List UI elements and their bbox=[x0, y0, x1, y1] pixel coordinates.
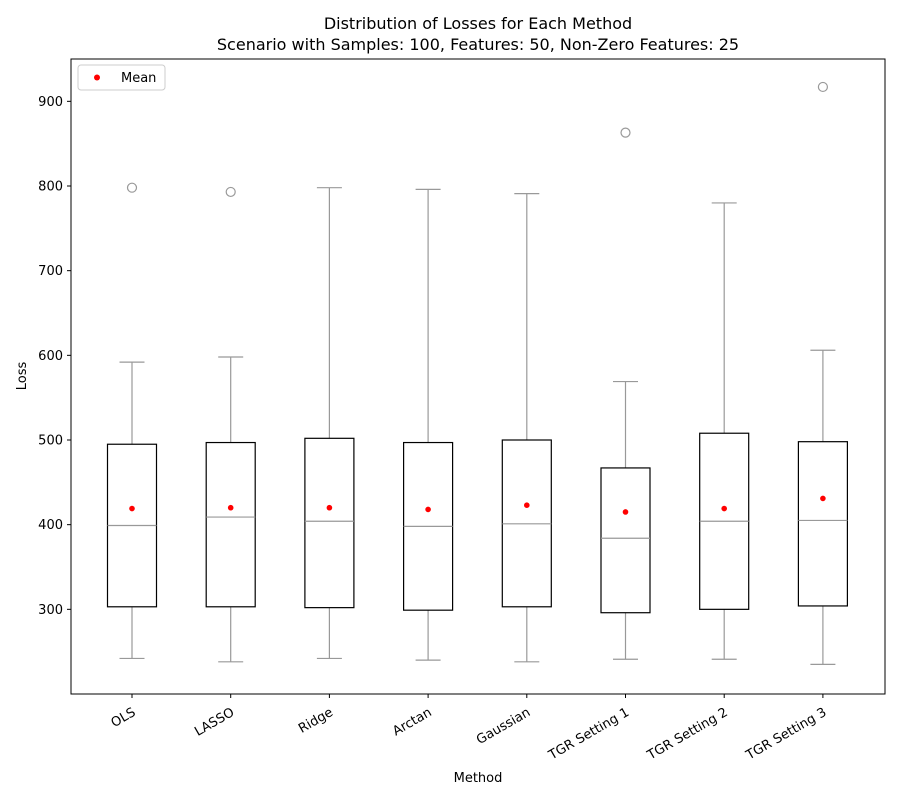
mean-marker bbox=[227, 504, 234, 511]
iqr-box bbox=[304, 437, 355, 609]
box-group bbox=[699, 202, 750, 660]
box-group bbox=[501, 193, 552, 663]
legend-mean-marker bbox=[94, 74, 100, 81]
legend-frame bbox=[77, 64, 166, 91]
outlier-point bbox=[225, 186, 236, 198]
plot-frame bbox=[70, 58, 886, 695]
x-axis-ticks: OLS LASSO Ridge Arctan Gaussian TGR Setting 1… bbox=[109, 694, 829, 764]
box-group bbox=[106, 182, 158, 660]
box-group bbox=[600, 127, 651, 660]
outlier-point bbox=[817, 81, 829, 93]
box-group bbox=[797, 81, 849, 665]
y-tick-label: 600 bbox=[38, 349, 63, 364]
chart-title: Distribution of Losses for Each Method bbox=[324, 14, 632, 33]
y-axis-label: Loss bbox=[15, 362, 30, 391]
box-group bbox=[205, 186, 256, 663]
y-tick-label: 400 bbox=[38, 518, 63, 533]
box-group bbox=[304, 187, 355, 660]
x-tick-label: Ridge bbox=[296, 705, 336, 737]
chart-subtitle: Scenario with Samples: 100, Features: 50… bbox=[217, 35, 739, 54]
x-tick-label: LASSO bbox=[192, 705, 237, 740]
x-tick-label: Gaussian bbox=[474, 705, 533, 748]
x-tick-label: TGR Setting 3 bbox=[743, 705, 829, 764]
mean-marker bbox=[622, 509, 629, 515]
iqr-box bbox=[205, 441, 256, 608]
mean-marker bbox=[425, 506, 431, 513]
x-axis-label: Method bbox=[454, 771, 503, 786]
outlier-point bbox=[620, 127, 631, 138]
iqr-box bbox=[797, 441, 849, 607]
mean-marker bbox=[721, 505, 727, 512]
y-tick-label: 700 bbox=[38, 264, 63, 279]
box-series bbox=[106, 81, 849, 665]
y-tick-label: 300 bbox=[38, 603, 63, 618]
y-tick-label: 900 bbox=[38, 95, 63, 110]
x-tick-label: TGR Setting 1 bbox=[545, 705, 631, 764]
legend: Mean bbox=[77, 64, 166, 91]
x-tick-label: TGR Setting 2 bbox=[644, 705, 730, 764]
iqr-box bbox=[600, 467, 651, 614]
y-tick-label: 500 bbox=[38, 434, 63, 449]
y-tick-label: 800 bbox=[38, 180, 63, 195]
mean-marker bbox=[524, 502, 530, 508]
mean-marker bbox=[326, 504, 333, 511]
x-tick-label: Arctan bbox=[390, 705, 434, 739]
box-group bbox=[403, 188, 454, 661]
mean-marker bbox=[129, 505, 135, 512]
y-axis-ticks: 300 400 500 600 700 800 900 bbox=[38, 95, 71, 618]
x-tick-label: OLS bbox=[109, 705, 139, 731]
mean-marker bbox=[820, 495, 826, 502]
outlier-point bbox=[126, 182, 138, 193]
legend-mean-label: Mean bbox=[121, 71, 156, 86]
